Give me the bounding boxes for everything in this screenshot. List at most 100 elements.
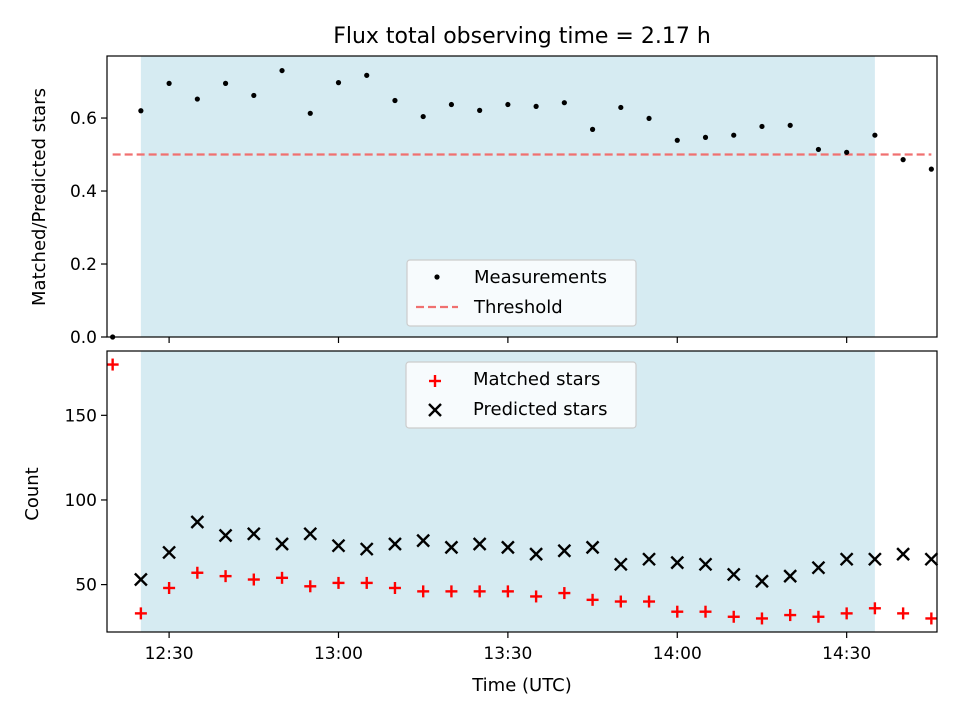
measurement-point [364, 72, 370, 78]
matched-star-point [163, 581, 176, 594]
matched-star-point [473, 585, 486, 598]
predicted-star-point [416, 533, 431, 548]
matched-star-point [445, 585, 458, 598]
matched-star-point [530, 590, 543, 603]
bottom-panel: 50 100 150 12:30 13:00 13:30 14:00 14:30 Count… [22, 350, 939, 696]
predicted-star-point [303, 526, 318, 541]
matched-star-point [925, 612, 938, 625]
predicted-star-point [331, 538, 346, 553]
predicted-star-point [839, 552, 854, 567]
matched-star-point [276, 571, 289, 584]
measurement-point [477, 107, 483, 113]
predicted-star-point [162, 545, 176, 560]
bottom-x-ticks: 12:30 13:00 13:30 14:00 14:30 [145, 632, 871, 664]
measurement-point [674, 137, 680, 143]
measurement-point [448, 101, 455, 108]
bottom-y-tick-label: 50 [75, 576, 97, 596]
predicted-star-point [444, 540, 459, 555]
matched-star-point [219, 570, 232, 583]
measurement-point [166, 80, 172, 86]
matched-star-point [671, 605, 684, 618]
top-y-tick-label: 0.0 [70, 328, 97, 348]
measurement-point [392, 97, 398, 104]
matched-star-point [812, 610, 825, 623]
bottom-legend-box [405, 361, 637, 429]
matched-star-point [247, 573, 260, 586]
top-marks [110, 67, 934, 340]
matched-star-point [586, 593, 599, 606]
measurement-point [533, 103, 539, 109]
matched-star-point [106, 358, 119, 371]
measurement-point [844, 149, 850, 155]
predicted-star-point [924, 552, 939, 567]
top-axes-frame [106, 55, 938, 338]
top-y-axis-label: Matched/Predicted stars [29, 88, 50, 306]
measurement-point [335, 80, 342, 86]
matched-star-point [417, 585, 430, 598]
measurement-point [194, 96, 200, 102]
bottom-x-tick-label: 13:30 [483, 644, 532, 664]
predicted-star-point [698, 557, 713, 572]
measurement-point [618, 104, 624, 111]
bottom-legend: Matched stars Predicted stars [405, 361, 637, 429]
predicted-star-point [783, 569, 798, 583]
matched-star-point [134, 607, 147, 620]
legend-measurement-marker [434, 274, 440, 280]
bottom-y-tick-label: 150 [65, 406, 97, 426]
legend-threshold-label: Threshold [473, 297, 563, 318]
bottom-y-axis-label: Count [22, 467, 43, 520]
matched-star-point [699, 605, 712, 618]
predicted-star-point [501, 540, 515, 555]
legend-predicted-label: Predicted stars [473, 399, 607, 420]
measurement-point [561, 100, 567, 106]
predicted-star-point [642, 552, 656, 567]
top-y-ticks: 0.0 0.2 0.4 0.6 [70, 109, 107, 348]
predicted-star-point [275, 537, 289, 551]
predicted-star-point [529, 547, 543, 561]
predicted-star-point [472, 537, 487, 551]
matched-star-point [332, 576, 345, 589]
bottom-y-ticks: 50 100 150 [65, 406, 107, 596]
top-y-tick-label: 0.6 [70, 109, 97, 129]
measurement-point [589, 126, 596, 132]
top-x-ticks [168, 337, 848, 343]
matched-star-point [727, 610, 740, 623]
predicted-star-point [190, 515, 205, 529]
bottom-x-tick-label: 14:30 [822, 644, 871, 664]
top-legend: Measurements Threshold [406, 259, 637, 327]
measurement-point [251, 92, 257, 99]
bottom-x-tick-label: 12:30 [145, 644, 194, 664]
measurement-point [307, 110, 313, 116]
predicted-star-point [218, 528, 233, 543]
legend-matched-marker [429, 375, 441, 387]
measurement-point [505, 101, 511, 108]
matched-star-point [304, 580, 317, 593]
matched-star-point [755, 612, 768, 625]
measurement-point [900, 157, 906, 163]
predicted-star-point [613, 557, 628, 572]
predicted-star-point [670, 555, 685, 570]
predicted-star-point [246, 526, 261, 541]
matched-star-point [643, 595, 656, 608]
matched-star-point [558, 587, 571, 600]
predicted-star-point [359, 542, 374, 556]
measurement-point [759, 123, 765, 130]
predicted-star-point [726, 567, 741, 582]
matched-star-point [614, 595, 627, 608]
top-legend-box [406, 259, 637, 327]
predicted-star-point [134, 572, 148, 587]
bottom-marks [106, 358, 939, 625]
measurement-point [731, 132, 737, 138]
matched-star-point [868, 602, 881, 615]
bottom-x-tick-label: 13:00 [314, 644, 363, 664]
measurement-point [702, 134, 709, 140]
legend-predicted-marker [428, 403, 442, 417]
predicted-star-point [896, 547, 910, 561]
bottom-axes-frame [106, 350, 938, 633]
measurement-point [815, 146, 822, 153]
measurement-point [872, 132, 878, 138]
top-y-tick-label: 0.2 [70, 255, 97, 275]
predicted-star-point [585, 540, 600, 555]
measurement-point [787, 122, 793, 128]
